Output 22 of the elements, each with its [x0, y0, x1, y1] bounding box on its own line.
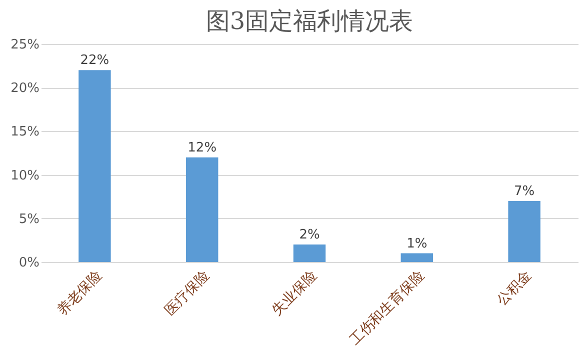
- data-label: 7%: [514, 184, 535, 199]
- data-label: 2%: [299, 228, 320, 243]
- bar: [400, 253, 434, 262]
- x-tick-label: 工伤和生育保险: [346, 267, 428, 348]
- x-tick-label: 医疗保险: [162, 268, 213, 319]
- data-label: 1%: [406, 236, 428, 252]
- y-tick-label: 10%: [10, 168, 40, 184]
- chart-title: 图3固定福利情况表: [206, 7, 414, 35]
- x-tick-label: 失业保险: [269, 268, 320, 319]
- data-label: 22%: [80, 53, 110, 68]
- y-tick-label: 25%: [10, 38, 40, 52]
- y-tick-label: 15%: [10, 124, 40, 140]
- x-tick-label: 公积金: [494, 268, 535, 309]
- bar: [78, 70, 111, 262]
- data-label: 12%: [188, 140, 217, 156]
- bar: [508, 200, 540, 262]
- y-tick-label: 20%: [10, 81, 40, 96]
- bar: [186, 157, 218, 262]
- y-tick-label: 5%: [18, 212, 40, 227]
- y-tick-label: 0%: [18, 256, 40, 270]
- x-tick-label: 养老保险: [54, 268, 106, 319]
- bar: [293, 244, 326, 262]
